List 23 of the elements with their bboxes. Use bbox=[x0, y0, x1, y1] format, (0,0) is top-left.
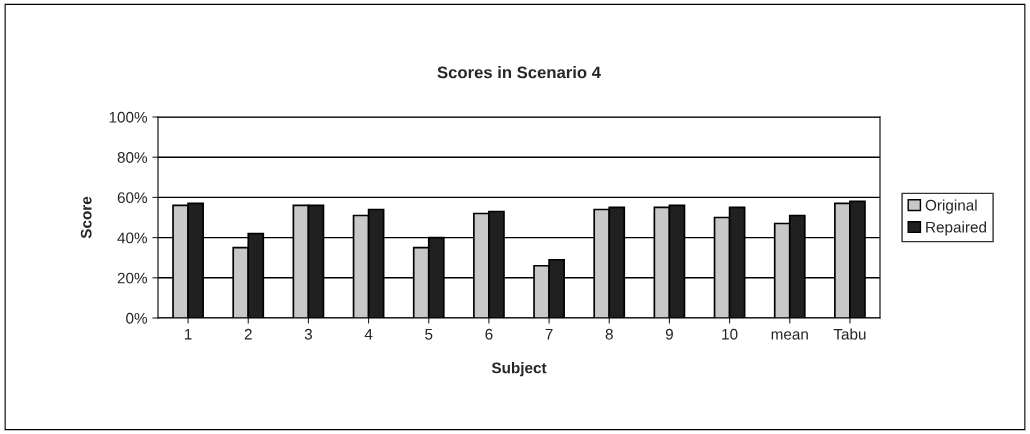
x-tick-label: 2 bbox=[244, 328, 252, 340]
x-tick-label: 1 bbox=[185, 328, 192, 340]
y-tick-label: 40% bbox=[117, 232, 148, 244]
y-tick-label: 0% bbox=[126, 312, 148, 324]
y-tick-label: 80% bbox=[117, 152, 148, 163]
y-axis-title: Score bbox=[80, 196, 92, 239]
x-tick-label: 4 bbox=[364, 328, 373, 340]
x-tick-label: 10 bbox=[722, 328, 738, 340]
x-tick-label: mean bbox=[771, 331, 808, 340]
chart-title: Scores in Scenario 4 bbox=[437, 66, 601, 79]
x-tick-label: 6 bbox=[485, 328, 493, 340]
legend-label: Original bbox=[925, 199, 977, 214]
y-tick-label: 60% bbox=[117, 192, 148, 204]
x-tick-label: 9 bbox=[665, 328, 673, 340]
x-tick-label: 3 bbox=[304, 328, 312, 340]
x-tick-label: 8 bbox=[605, 328, 613, 340]
x-tick-label: Tabu bbox=[833, 328, 866, 340]
x-tick-label: 5 bbox=[425, 328, 433, 340]
y-tick-label: 20% bbox=[117, 272, 148, 284]
legend-label: Repaired bbox=[926, 221, 987, 236]
y-tick-label: 100% bbox=[109, 111, 148, 123]
x-tick-label: 7 bbox=[545, 328, 553, 340]
x-axis-title: Subject bbox=[491, 362, 547, 377]
